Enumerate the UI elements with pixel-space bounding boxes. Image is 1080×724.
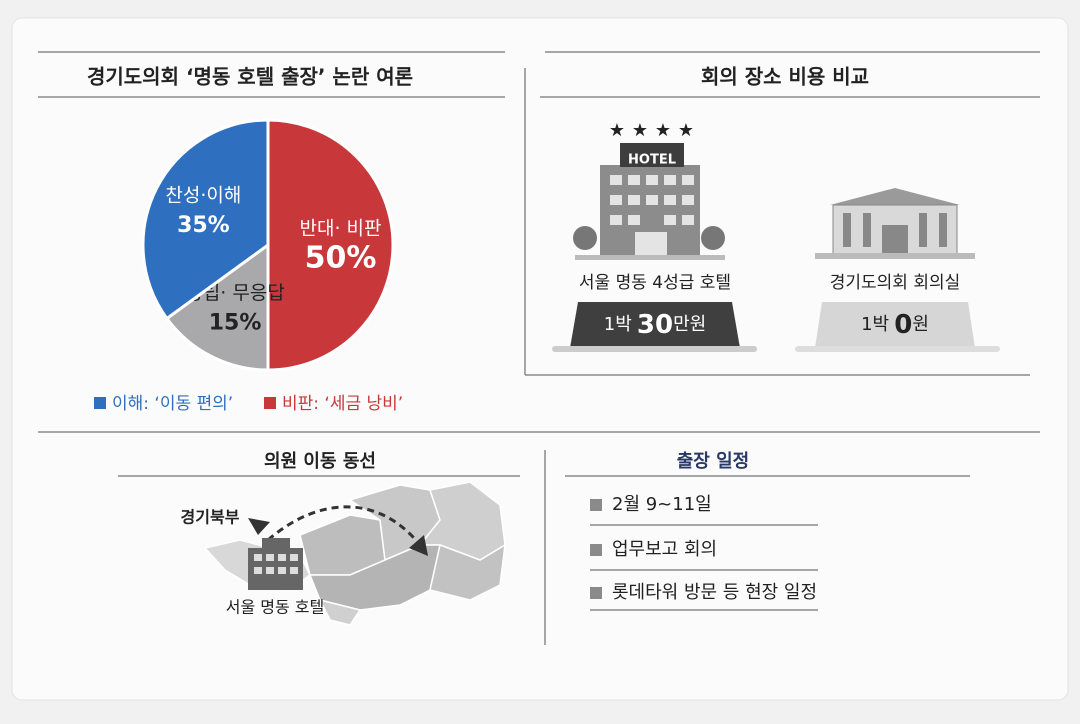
price-suffix: 원 bbox=[912, 314, 929, 335]
svg-text:★: ★ bbox=[609, 120, 625, 141]
schedule-item: 롯데타워 방문 등 현장 일정 bbox=[612, 582, 817, 603]
price-prefix: 1박 bbox=[861, 314, 889, 335]
dividers bbox=[38, 51, 1040, 645]
legend-swatch bbox=[94, 397, 106, 409]
plate-shadow bbox=[552, 346, 757, 352]
legend-text: 비판: ‘세금 낭비’ bbox=[282, 394, 403, 414]
legend-text: 이해: ‘이동 편의’ bbox=[112, 394, 233, 414]
price-amount: 30 bbox=[637, 310, 673, 340]
arrow-head bbox=[409, 535, 428, 556]
slice-value: 15% bbox=[209, 311, 262, 336]
schedule-item: 2월 9~11일 bbox=[612, 494, 712, 515]
pie-title: 경기도의회 ‘명동 호텔 출장’ 논란 여론 bbox=[87, 65, 413, 89]
svg-text:★: ★ bbox=[678, 120, 694, 141]
cost-title: 회의 장소 비용 비교 bbox=[701, 65, 869, 89]
slice-value: 50% bbox=[305, 241, 377, 276]
hotel-name: 서울 명동 4성급 호텔 bbox=[579, 273, 731, 293]
legend-swatch bbox=[264, 397, 276, 409]
hotel-sign: HOTEL bbox=[628, 153, 676, 168]
svg-text:★: ★ bbox=[655, 120, 671, 141]
council-icon bbox=[815, 188, 975, 259]
hotel-icon: ★ ★ ★ ★ bbox=[573, 120, 725, 260]
pie-slice bbox=[266, 118, 395, 372]
bullet bbox=[590, 499, 602, 511]
council-price-plate bbox=[815, 302, 975, 348]
slice-value: 35% bbox=[177, 213, 230, 238]
hotel-price-plate bbox=[570, 302, 740, 348]
schedule-title: 출장 일정 bbox=[677, 451, 750, 472]
hotel-map-icon bbox=[248, 538, 303, 590]
council-price: 1박 0원 bbox=[861, 310, 929, 340]
council-name: 경기도의회 회의실 bbox=[830, 273, 961, 293]
svg-text:★: ★ bbox=[632, 120, 648, 141]
legend: 이해: ‘이동 편의’ 비판: ‘세금 낭비’ bbox=[94, 394, 403, 414]
pie-slice bbox=[164, 242, 270, 372]
schedule-item: 업무보고 회의 bbox=[612, 539, 717, 560]
route-destination: 서울 명동 호텔 bbox=[226, 598, 325, 617]
price-amount: 0 bbox=[894, 310, 912, 340]
bullet bbox=[590, 587, 602, 599]
route-arrow bbox=[267, 505, 422, 546]
hotel-price: 1박 30만원 bbox=[604, 310, 706, 340]
bullet bbox=[590, 544, 602, 556]
price-suffix: 만원 bbox=[673, 314, 706, 335]
route-origin: 경기북부 bbox=[181, 508, 240, 527]
plate-shadow bbox=[795, 346, 1000, 352]
route-title: 의원 이동 동선 bbox=[264, 451, 376, 472]
price-prefix: 1박 bbox=[604, 314, 632, 335]
pie-slice bbox=[141, 118, 270, 321]
slice-label: 찬성·이해 bbox=[165, 185, 241, 207]
card bbox=[11, 17, 1069, 701]
arrow-head bbox=[248, 518, 270, 535]
slice-label: 반대· 비판 bbox=[300, 218, 382, 240]
